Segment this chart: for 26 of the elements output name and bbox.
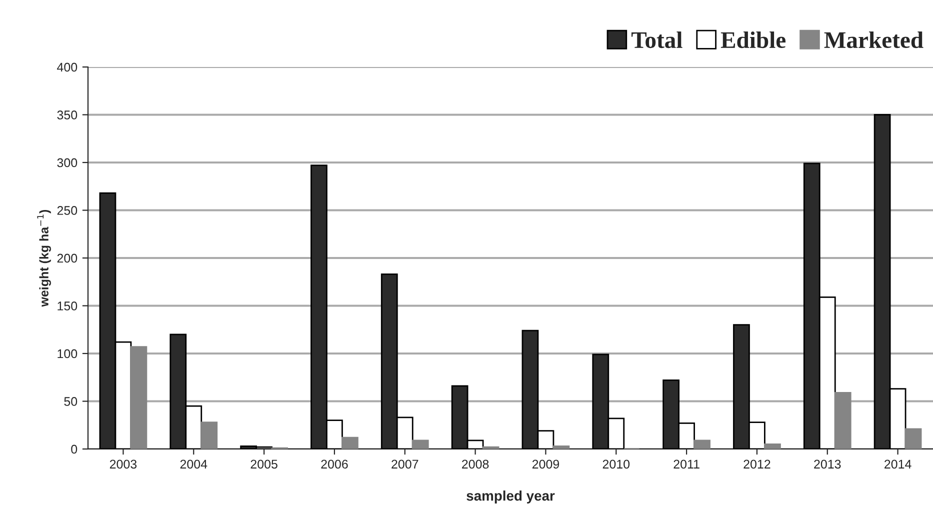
- x-tick-label: 2012: [744, 460, 770, 469]
- x-tick-label: 2009: [532, 460, 560, 469]
- x-tick-label: 2004: [180, 460, 208, 469]
- y-tick-label: 400: [57, 62, 78, 72]
- y-tick-label: 50: [64, 397, 78, 406]
- y-tick-label: 0: [71, 444, 78, 454]
- y-tick-label: 150: [58, 302, 78, 310]
- x-tick-label: 2010: [602, 460, 630, 469]
- x-tick-label: 2013: [814, 460, 841, 469]
- legend-label: Marketed: [824, 31, 924, 48]
- y-tick-label: 250: [57, 206, 78, 215]
- x-tick-label: 2014: [884, 460, 912, 469]
- x-tick-label: 2005: [250, 460, 278, 469]
- y-tick-label: 200: [57, 254, 78, 263]
- legend-label: Edible: [720, 31, 786, 48]
- y-tick-label: 350: [57, 110, 78, 120]
- y-tick-label: 100: [58, 349, 78, 358]
- y-axis-title: weight (kg ha$^{−1}$): [37, 210, 51, 307]
- y-tick-label: 300: [57, 158, 78, 168]
- x-tick-label: 2003: [110, 460, 137, 469]
- x-axis-title: sampled year: [466, 490, 555, 504]
- x-tick-label: 2011: [674, 460, 700, 469]
- x-tick-label: 2007: [392, 460, 418, 469]
- x-tick-label: 2006: [321, 460, 348, 469]
- legend-label: Total: [631, 31, 682, 48]
- x-tick-label: 2008: [462, 460, 489, 469]
